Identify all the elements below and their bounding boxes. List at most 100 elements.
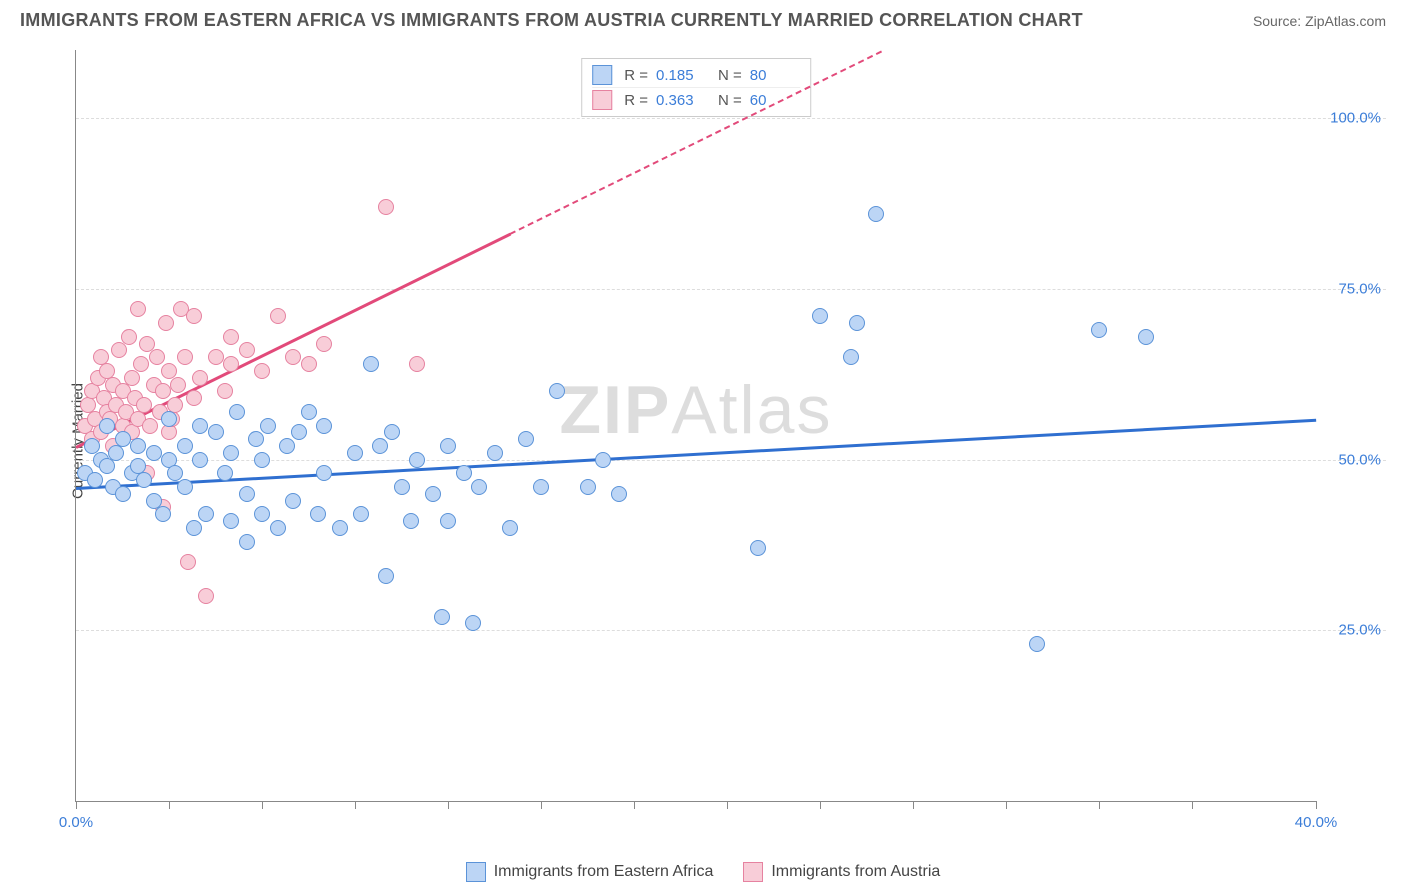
data-point [611, 486, 627, 502]
y-tick-label: 100.0% [1330, 110, 1381, 127]
chart-title: IMMIGRANTS FROM EASTERN AFRICA VS IMMIGR… [20, 10, 1083, 31]
x-tick [169, 801, 170, 809]
chart-source: Source: ZipAtlas.com [1253, 13, 1386, 29]
data-point [254, 452, 270, 468]
legend-swatch-icon [466, 862, 486, 882]
data-point [161, 411, 177, 427]
data-point [471, 479, 487, 495]
data-point [229, 404, 245, 420]
data-point [394, 479, 410, 495]
legend-item-2: Immigrants from Austria [743, 862, 940, 882]
x-tick [1006, 801, 1007, 809]
watermark: ZIPAtlas [560, 371, 833, 449]
data-point [279, 438, 295, 454]
data-point [130, 301, 146, 317]
chart-container: Currently Married ZIPAtlas R = 0.185 N =… [55, 50, 1386, 832]
data-point [372, 438, 388, 454]
legend-swatch-icon [592, 65, 612, 85]
x-tick [1099, 801, 1100, 809]
y-tick-label: 25.0% [1338, 622, 1381, 639]
data-point [260, 418, 276, 434]
data-point [133, 356, 149, 372]
x-tick [634, 801, 635, 809]
data-point [456, 465, 472, 481]
data-point [533, 479, 549, 495]
gridline [76, 118, 1386, 119]
data-point [270, 308, 286, 324]
y-tick-label: 75.0% [1338, 280, 1381, 297]
data-point [502, 520, 518, 536]
legend-swatch-icon [592, 90, 612, 110]
data-point [595, 452, 611, 468]
data-point [136, 397, 152, 413]
legend-swatch-icon [743, 862, 763, 882]
legend-label: Immigrants from Austria [771, 863, 940, 881]
data-point [99, 418, 115, 434]
data-point [347, 445, 363, 461]
x-tick [355, 801, 356, 809]
data-point [223, 329, 239, 345]
x-tick [76, 801, 77, 809]
data-point [177, 479, 193, 495]
data-point [99, 458, 115, 474]
r-value: 0.363 [656, 92, 706, 109]
data-point [353, 506, 369, 522]
data-point [217, 383, 233, 399]
data-point [124, 370, 140, 386]
data-point [301, 356, 317, 372]
plot-area: ZIPAtlas R = 0.185 N = 80 R = 0.363 N = … [75, 50, 1316, 802]
data-point [440, 513, 456, 529]
data-point [518, 431, 534, 447]
data-point [316, 465, 332, 481]
x-tick-label: 0.0% [59, 814, 93, 831]
data-point [239, 486, 255, 502]
data-point [384, 424, 400, 440]
data-point [465, 615, 481, 631]
data-point [868, 206, 884, 222]
data-point [1029, 636, 1045, 652]
data-point [254, 363, 270, 379]
data-point [1091, 322, 1107, 338]
data-point [155, 506, 171, 522]
x-tick [913, 801, 914, 809]
data-point [239, 342, 255, 358]
data-point [192, 370, 208, 386]
data-point [332, 520, 348, 536]
data-point [186, 308, 202, 324]
data-point [310, 506, 326, 522]
source-value: ZipAtlas.com [1305, 13, 1386, 29]
y-tick-label: 50.0% [1338, 451, 1381, 468]
x-tick [541, 801, 542, 809]
data-point [198, 506, 214, 522]
x-tick [448, 801, 449, 809]
data-point [115, 431, 131, 447]
data-point [161, 424, 177, 440]
x-tick [727, 801, 728, 809]
data-point [192, 452, 208, 468]
data-point [223, 513, 239, 529]
data-point [223, 356, 239, 372]
gridline [76, 289, 1386, 290]
data-point [158, 315, 174, 331]
data-point [149, 349, 165, 365]
legend-stats-row-2: R = 0.363 N = 60 [592, 87, 800, 112]
x-tick [1316, 801, 1317, 809]
x-tick [820, 801, 821, 809]
data-point [1138, 329, 1154, 345]
data-point [248, 431, 264, 447]
data-point [378, 199, 394, 215]
data-point [363, 356, 379, 372]
data-point [580, 479, 596, 495]
x-tick [1192, 801, 1193, 809]
data-point [130, 438, 146, 454]
data-point [239, 534, 255, 550]
data-point [177, 438, 193, 454]
data-point [208, 424, 224, 440]
r-value: 0.185 [656, 67, 706, 84]
n-label: N = [718, 67, 742, 84]
data-point [192, 418, 208, 434]
n-value: 80 [750, 67, 800, 84]
legend-stats: R = 0.185 N = 80 R = 0.363 N = 60 [581, 58, 811, 117]
legend-series: Immigrants from Eastern Africa Immigrant… [0, 862, 1406, 882]
data-point [549, 383, 565, 399]
